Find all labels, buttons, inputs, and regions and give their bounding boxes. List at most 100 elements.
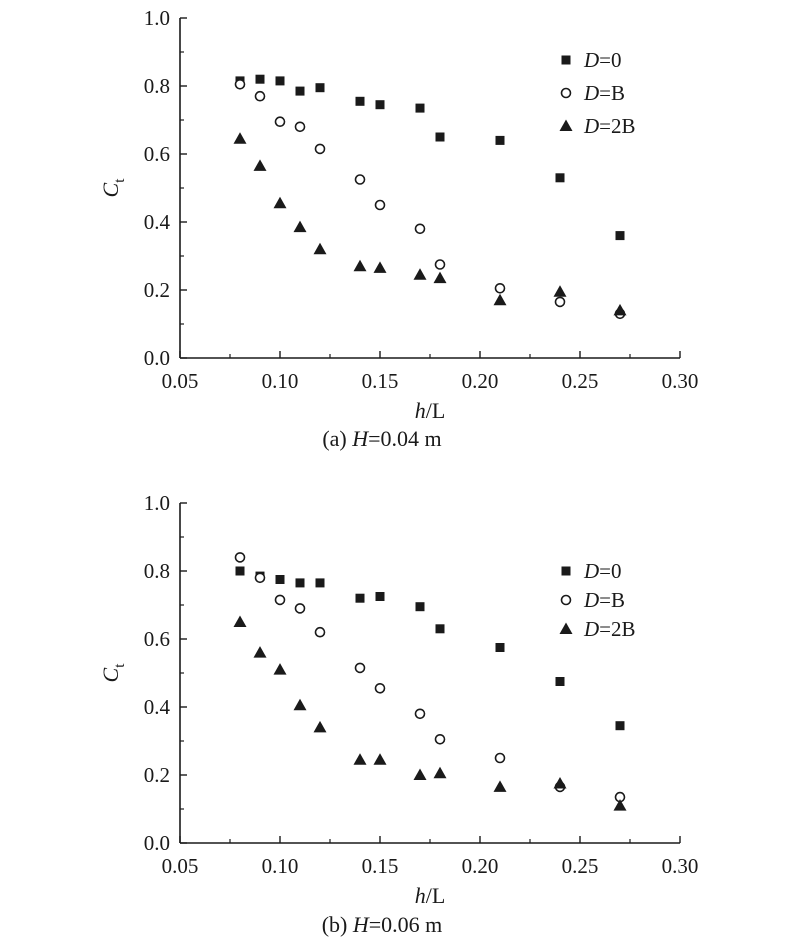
- data-point: [433, 271, 447, 284]
- data-point: [495, 643, 505, 652]
- data-point: [355, 593, 365, 603]
- x-tick-label: 0.15: [362, 854, 399, 878]
- data-point: [315, 578, 325, 588]
- data-point: [555, 173, 565, 183]
- y-tick-label: 0.2: [144, 763, 170, 787]
- series-1: [234, 552, 626, 803]
- legend-entry: D=2B: [583, 114, 636, 138]
- legend: D=0 D=B D=2B: [559, 559, 636, 641]
- data-point: [314, 626, 326, 638]
- data-point: [493, 780, 507, 792]
- x-tick-label: 0.20: [462, 369, 499, 393]
- x-axis-label: h/L: [415, 883, 446, 908]
- data-point: [553, 777, 567, 789]
- data-point: [294, 603, 306, 614]
- panel-caption: (b) H=0.06 m: [322, 912, 443, 937]
- data-point: [295, 578, 305, 588]
- data-point: [275, 575, 285, 584]
- data-point: [313, 720, 327, 733]
- data-point: [413, 768, 427, 780]
- y-tick-label: 0.0: [144, 346, 170, 370]
- data-point: [255, 74, 265, 84]
- data-point: [353, 753, 367, 765]
- data-point: [555, 677, 565, 686]
- data-point: [354, 174, 366, 185]
- data-point: [253, 646, 267, 658]
- x-tick-label: 0.30: [662, 854, 699, 878]
- data-point: [435, 624, 445, 634]
- data-point: [435, 132, 445, 142]
- data-point: [274, 594, 286, 606]
- data-point: [253, 159, 267, 171]
- data-point: [275, 76, 285, 86]
- y-tick-label: 0.4: [144, 695, 171, 719]
- legend-marker: [559, 119, 573, 131]
- chart-panel-a: 0.05 0.10 0.15 0.20 0.25 0.30 0.0 0.2 0.4 0.6 0.8 1…: [98, 6, 698, 451]
- x-tick-label: 0.15: [362, 369, 399, 393]
- y-tick-label: 1.0: [144, 491, 170, 515]
- data-point: [273, 663, 287, 675]
- data-point: [554, 296, 566, 308]
- data-point: [293, 220, 307, 233]
- series-2: [233, 132, 627, 316]
- legend-marker: [559, 622, 573, 634]
- y-axis-label: Ct: [98, 663, 128, 683]
- data-point: [374, 682, 386, 694]
- x-tick-label: 0.30: [662, 369, 699, 393]
- data-point: [553, 285, 567, 297]
- data-point: [234, 552, 246, 563]
- data-point: [233, 615, 247, 627]
- data-point: [373, 261, 387, 273]
- y-tick-label: 0.4: [144, 210, 171, 234]
- series-1: [234, 79, 626, 320]
- data-point: [233, 132, 247, 144]
- legend-entry: D=B: [583, 588, 625, 612]
- data-point: [613, 799, 627, 811]
- data-point: [353, 259, 367, 272]
- data-point: [494, 752, 506, 764]
- y-tick-label: 0.8: [144, 559, 170, 583]
- y-tick-label: 1.0: [144, 6, 170, 30]
- x-axis-label: h/L: [415, 398, 446, 423]
- series-0: [235, 566, 625, 731]
- series-2: [233, 615, 627, 811]
- panel-caption: (a) H=0.04 m: [322, 426, 441, 451]
- data-point: [355, 96, 365, 106]
- data-point: [313, 242, 327, 255]
- legend-entry: D=0: [583, 559, 622, 583]
- x-tick-label: 0.25: [562, 854, 599, 878]
- data-point: [375, 100, 385, 110]
- data-point: [615, 231, 625, 241]
- x-tick-label: 0.25: [562, 369, 599, 393]
- data-point: [273, 196, 287, 209]
- data-point: [354, 662, 366, 674]
- data-point: [415, 103, 425, 113]
- x-tick-label: 0.05: [162, 854, 199, 878]
- chart-panel-b: 0.05 0.10 0.15 0.20 0.25 0.30 0.0 0.2 0.4 0.6 0.8 1…: [98, 491, 698, 937]
- legend-marker: [561, 55, 571, 65]
- legend-entry: D=0: [583, 48, 622, 72]
- data-point: [415, 602, 425, 612]
- x-tick-label: 0.05: [162, 369, 199, 393]
- data-point: [294, 121, 306, 133]
- data-point: [615, 721, 625, 731]
- data-point: [234, 79, 246, 90]
- data-point: [493, 293, 507, 306]
- data-point: [293, 698, 307, 711]
- data-point: [413, 268, 427, 280]
- series-0: [235, 74, 625, 241]
- x-tick-label: 0.10: [262, 369, 299, 393]
- data-point: [374, 199, 386, 211]
- legend-marker: [560, 594, 572, 606]
- legend-entry: D=2B: [583, 617, 636, 641]
- legend-entry: D=B: [583, 81, 625, 105]
- y-tick-label: 0.6: [144, 627, 170, 651]
- data-point: [295, 86, 305, 96]
- data-point: [495, 135, 505, 145]
- data-point: [235, 566, 245, 576]
- x-tick-label: 0.20: [462, 854, 499, 878]
- y-tick-label: 0.8: [144, 74, 170, 98]
- data-point: [613, 303, 627, 316]
- legend: D=0 D=B D=2B: [559, 48, 636, 138]
